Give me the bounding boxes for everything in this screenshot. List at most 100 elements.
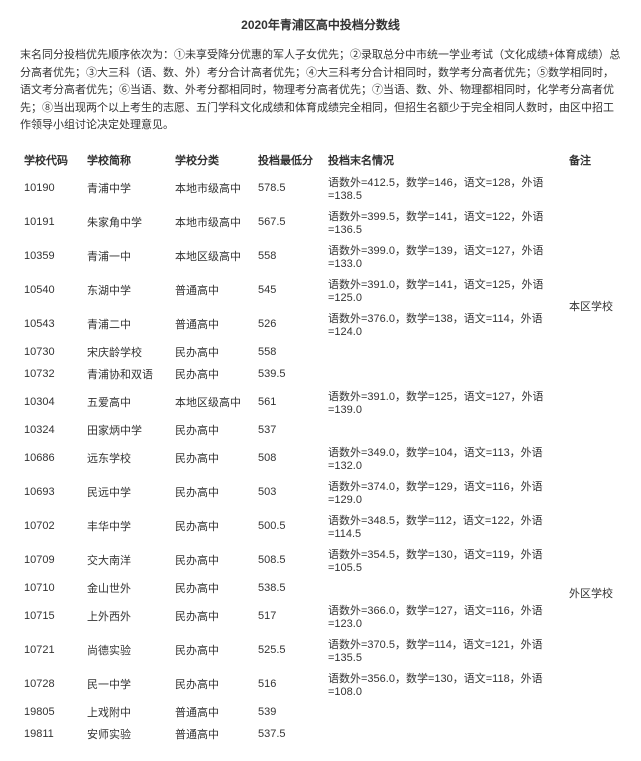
cell-code: 10324 bbox=[20, 419, 83, 441]
header-score: 投档最低分 bbox=[254, 149, 324, 171]
cell-code: 10715 bbox=[20, 599, 83, 633]
cell-score: 538.5 bbox=[254, 577, 324, 599]
cell-type: 本地区级高中 bbox=[171, 385, 254, 419]
cell-name: 青浦一中 bbox=[83, 239, 171, 273]
header-last: 投档末名情况 bbox=[324, 149, 565, 171]
cell-name: 上戏附中 bbox=[83, 701, 171, 723]
cell-score: 539 bbox=[254, 701, 324, 723]
cell-name: 东湖中学 bbox=[83, 273, 171, 307]
cell-code: 19811 bbox=[20, 723, 83, 745]
cell-type: 民办高中 bbox=[171, 509, 254, 543]
cell-name: 民远中学 bbox=[83, 475, 171, 509]
cell-type: 民办高中 bbox=[171, 633, 254, 667]
cell-last: 语数外=348.5，数学=112，语文=122，外语=114.5 bbox=[324, 509, 565, 543]
cell-score: 525.5 bbox=[254, 633, 324, 667]
cell-name: 朱家角中学 bbox=[83, 205, 171, 239]
cell-last: 语数外=391.0，数学=141，语文=125，外语=125.0 bbox=[324, 273, 565, 307]
cell-code: 10709 bbox=[20, 543, 83, 577]
cell-last bbox=[324, 341, 565, 363]
cell-name: 尚德实验 bbox=[83, 633, 171, 667]
cell-last: 语数外=399.0，数学=139，语文=127，外语=133.0 bbox=[324, 239, 565, 273]
cell-name: 丰华中学 bbox=[83, 509, 171, 543]
cell-last bbox=[324, 363, 565, 385]
cell-code: 10728 bbox=[20, 667, 83, 701]
cell-name: 远东学校 bbox=[83, 441, 171, 475]
table-row: 10686远东学校民办高中508语数外=349.0，数学=104，语文=113，… bbox=[20, 441, 621, 475]
cell-last bbox=[324, 701, 565, 723]
table-row: 10702丰华中学民办高中500.5语数外=348.5，数学=112，语文=12… bbox=[20, 509, 621, 543]
cell-code: 10702 bbox=[20, 509, 83, 543]
cell-type: 普通高中 bbox=[171, 307, 254, 341]
cell-score: 508.5 bbox=[254, 543, 324, 577]
cell-score: 526 bbox=[254, 307, 324, 341]
cell-name: 上外西外 bbox=[83, 599, 171, 633]
cell-code: 10732 bbox=[20, 363, 83, 385]
cell-type: 民办高中 bbox=[171, 577, 254, 599]
cell-type: 民办高中 bbox=[171, 419, 254, 441]
table-row: 10543青浦二中普通高中526语数外=376.0，数学=138，语文=114，… bbox=[20, 307, 621, 341]
cell-type: 本地区级高中 bbox=[171, 239, 254, 273]
cell-name: 安师实验 bbox=[83, 723, 171, 745]
notes-paragraph: 末名同分投档优先顺序依次为：①未享受降分优惠的军人子女优先；②录取总分中市统一学… bbox=[20, 47, 621, 135]
table-header-row: 学校代码 学校简称 学校分类 投档最低分 投档末名情况 备注 bbox=[20, 149, 621, 171]
cell-type: 民办高中 bbox=[171, 599, 254, 633]
cell-score: 578.5 bbox=[254, 171, 324, 205]
header-code: 学校代码 bbox=[20, 149, 83, 171]
table-body: 10190青浦中学本地市级高中578.5语数外=412.5，数学=146，语文=… bbox=[20, 171, 621, 745]
cell-score: 545 bbox=[254, 273, 324, 307]
cell-score: 503 bbox=[254, 475, 324, 509]
cell-code: 10190 bbox=[20, 171, 83, 205]
table-row: 10710金山世外民办高中538.5 bbox=[20, 577, 621, 599]
table-row: 10359青浦一中本地区级高中558语数外=399.0，数学=139，语文=12… bbox=[20, 239, 621, 273]
table-row: 10693民远中学民办高中503语数外=374.0，数学=129，语文=116，… bbox=[20, 475, 621, 509]
cell-score: 537.5 bbox=[254, 723, 324, 745]
cell-score: 537 bbox=[254, 419, 324, 441]
cell-last: 语数外=356.0，数学=130，语文=118，外语=108.0 bbox=[324, 667, 565, 701]
header-type: 学校分类 bbox=[171, 149, 254, 171]
cell-type: 民办高中 bbox=[171, 441, 254, 475]
cell-score: 561 bbox=[254, 385, 324, 419]
score-table: 学校代码 学校简称 学校分类 投档最低分 投档末名情况 备注 10190青浦中学… bbox=[20, 149, 621, 745]
cell-type: 民办高中 bbox=[171, 543, 254, 577]
cell-code: 10540 bbox=[20, 273, 83, 307]
table-row: 10304五爱高中本地区级高中561语数外=391.0，数学=125，语文=12… bbox=[20, 385, 621, 419]
cell-last: 语数外=376.0，数学=138，语文=114，外语=124.0 bbox=[324, 307, 565, 341]
cell-type: 民办高中 bbox=[171, 475, 254, 509]
table-row: 10540东湖中学普通高中545语数外=391.0，数学=141，语文=125，… bbox=[20, 273, 621, 307]
page-title: 2020年青浦区高中投档分数线 bbox=[20, 16, 621, 33]
cell-score: 500.5 bbox=[254, 509, 324, 543]
cell-last bbox=[324, 577, 565, 599]
cell-code: 10543 bbox=[20, 307, 83, 341]
cell-score: 516 bbox=[254, 667, 324, 701]
cell-code: 10191 bbox=[20, 205, 83, 239]
cell-last: 语数外=370.5，数学=114，语文=121，外语=135.5 bbox=[324, 633, 565, 667]
cell-last: 语数外=354.5，数学=130，语文=119，外语=105.5 bbox=[324, 543, 565, 577]
cell-type: 普通高中 bbox=[171, 701, 254, 723]
header-remark: 备注 bbox=[565, 149, 621, 171]
cell-type: 民办高中 bbox=[171, 667, 254, 701]
cell-last: 语数外=366.0，数学=127，语文=116，外语=123.0 bbox=[324, 599, 565, 633]
cell-name: 青浦中学 bbox=[83, 171, 171, 205]
cell-last bbox=[324, 723, 565, 745]
cell-last: 语数外=399.5，数学=141，语文=122，外语=136.5 bbox=[324, 205, 565, 239]
remark-cell: 本区学校 bbox=[565, 171, 621, 441]
table-row: 19811安师实验普通高中537.5 bbox=[20, 723, 621, 745]
cell-last: 语数外=374.0，数学=129，语文=116，外语=129.0 bbox=[324, 475, 565, 509]
header-name: 学校简称 bbox=[83, 149, 171, 171]
cell-type: 民办高中 bbox=[171, 363, 254, 385]
cell-code: 10304 bbox=[20, 385, 83, 419]
table-row: 10709交大南洋民办高中508.5语数外=354.5，数学=130，语文=11… bbox=[20, 543, 621, 577]
table-row: 10730宋庆龄学校民办高中558 bbox=[20, 341, 621, 363]
cell-type: 本地市级高中 bbox=[171, 205, 254, 239]
cell-name: 宋庆龄学校 bbox=[83, 341, 171, 363]
cell-name: 五爱高中 bbox=[83, 385, 171, 419]
table-row: 19805上戏附中普通高中539 bbox=[20, 701, 621, 723]
cell-type: 普通高中 bbox=[171, 723, 254, 745]
table-row: 10715上外西外民办高中517语数外=366.0，数学=127，语文=116，… bbox=[20, 599, 621, 633]
cell-score: 508 bbox=[254, 441, 324, 475]
cell-score: 539.5 bbox=[254, 363, 324, 385]
cell-code: 10721 bbox=[20, 633, 83, 667]
table-row: 10728民一中学民办高中516语数外=356.0，数学=130，语文=118，… bbox=[20, 667, 621, 701]
cell-name: 青浦二中 bbox=[83, 307, 171, 341]
cell-type: 普通高中 bbox=[171, 273, 254, 307]
